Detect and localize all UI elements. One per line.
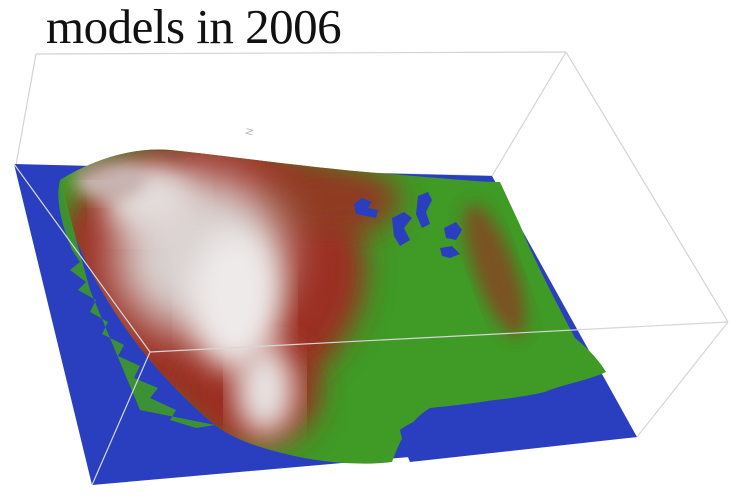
land-mass [58,149,606,464]
caption-text: models in 2006 [46,0,342,54]
bounding-box-front [13,163,729,486]
gulf-water [400,380,637,462]
axis-tick-label: N [244,127,256,136]
great-lakes [354,192,462,258]
